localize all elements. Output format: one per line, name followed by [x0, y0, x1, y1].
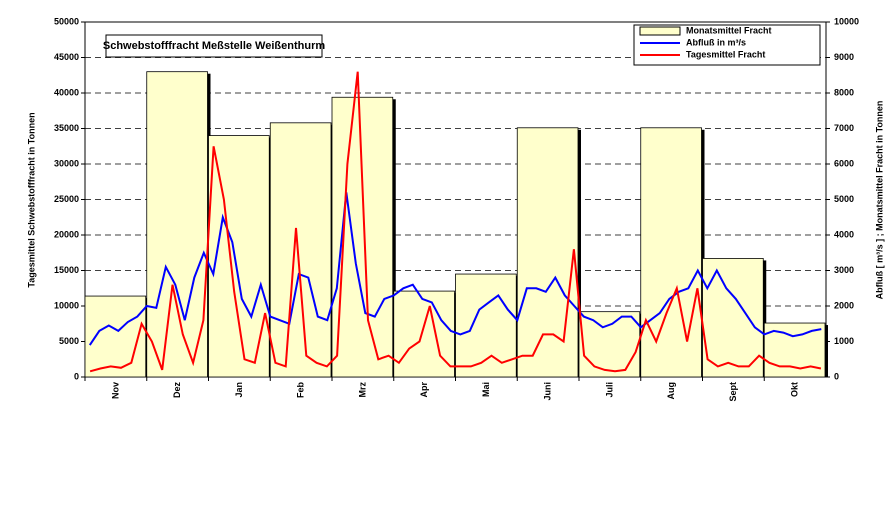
y-tick-label: 30000 [54, 158, 79, 168]
legend-label: Tagesmittel Fracht [686, 49, 765, 59]
y2-tick-label: 7000 [834, 123, 854, 133]
x-tick-label: Apr [419, 382, 429, 398]
x-tick-label: Dez [172, 382, 182, 399]
x-tick-label: Sept [728, 382, 738, 402]
bar [146, 71, 208, 378]
y2-tick-label: 4000 [834, 229, 854, 239]
x-tick-label: Juni [543, 382, 553, 401]
legend-label: Monatsmittel Fracht [686, 25, 772, 35]
y2-tick-label: 10000 [834, 16, 859, 26]
x-tick-label: Mai [481, 382, 491, 397]
y2-tick-label: 3000 [834, 265, 854, 275]
bar [640, 127, 702, 378]
legend-swatch [639, 26, 681, 36]
title-box [105, 34, 323, 58]
line [88, 192, 822, 346]
x-tick-label: Okt [790, 382, 800, 397]
y2-tick-label: 0 [834, 371, 839, 381]
y2-tick-label: 2000 [834, 300, 854, 310]
y-tick-label: 40000 [54, 87, 79, 97]
x-tick-label: Feb [296, 382, 306, 399]
y2-axis-title: Abfluß [ m³/s ] ; Monatsmittel Fracht in… [874, 101, 884, 300]
y-tick-label: 10000 [54, 300, 79, 310]
y2-tick-label: 1000 [834, 336, 854, 346]
x-tick-label: Jan [234, 382, 244, 398]
x-tick-label: Juli [604, 382, 614, 398]
bar [516, 127, 579, 378]
y-tick-label: 20000 [54, 229, 79, 239]
bar [393, 290, 455, 378]
bar [269, 122, 332, 378]
y-tick-label: 35000 [54, 123, 79, 133]
y2-tick-label: 6000 [834, 158, 854, 168]
y-tick-label: 5000 [59, 336, 79, 346]
bar [84, 295, 147, 378]
bar [702, 258, 764, 378]
y-axis-title: Tagesmittel Schwebstofffracht in Tonnen [26, 112, 36, 287]
chart-title: Schwebstofffracht Meßstelle Weißenthurm [103, 40, 325, 52]
y-tick-label: 25000 [54, 194, 79, 204]
line [89, 71, 822, 373]
bar [578, 311, 641, 378]
y2-tick-label: 5000 [834, 194, 854, 204]
x-tick-label: Mrz [357, 382, 367, 398]
y-tick-label: 0 [74, 371, 79, 381]
x-tick-label: Nov [110, 382, 120, 399]
y2-tick-label: 8000 [834, 87, 854, 97]
legend-label: Abfluß in m³/s [686, 37, 746, 47]
y-tick-label: 50000 [54, 16, 79, 26]
y-tick-label: 45000 [54, 52, 79, 62]
y2-tick-label: 9000 [834, 52, 854, 62]
y-tick-label: 15000 [54, 265, 79, 275]
x-tick-label: Aug [666, 382, 676, 400]
